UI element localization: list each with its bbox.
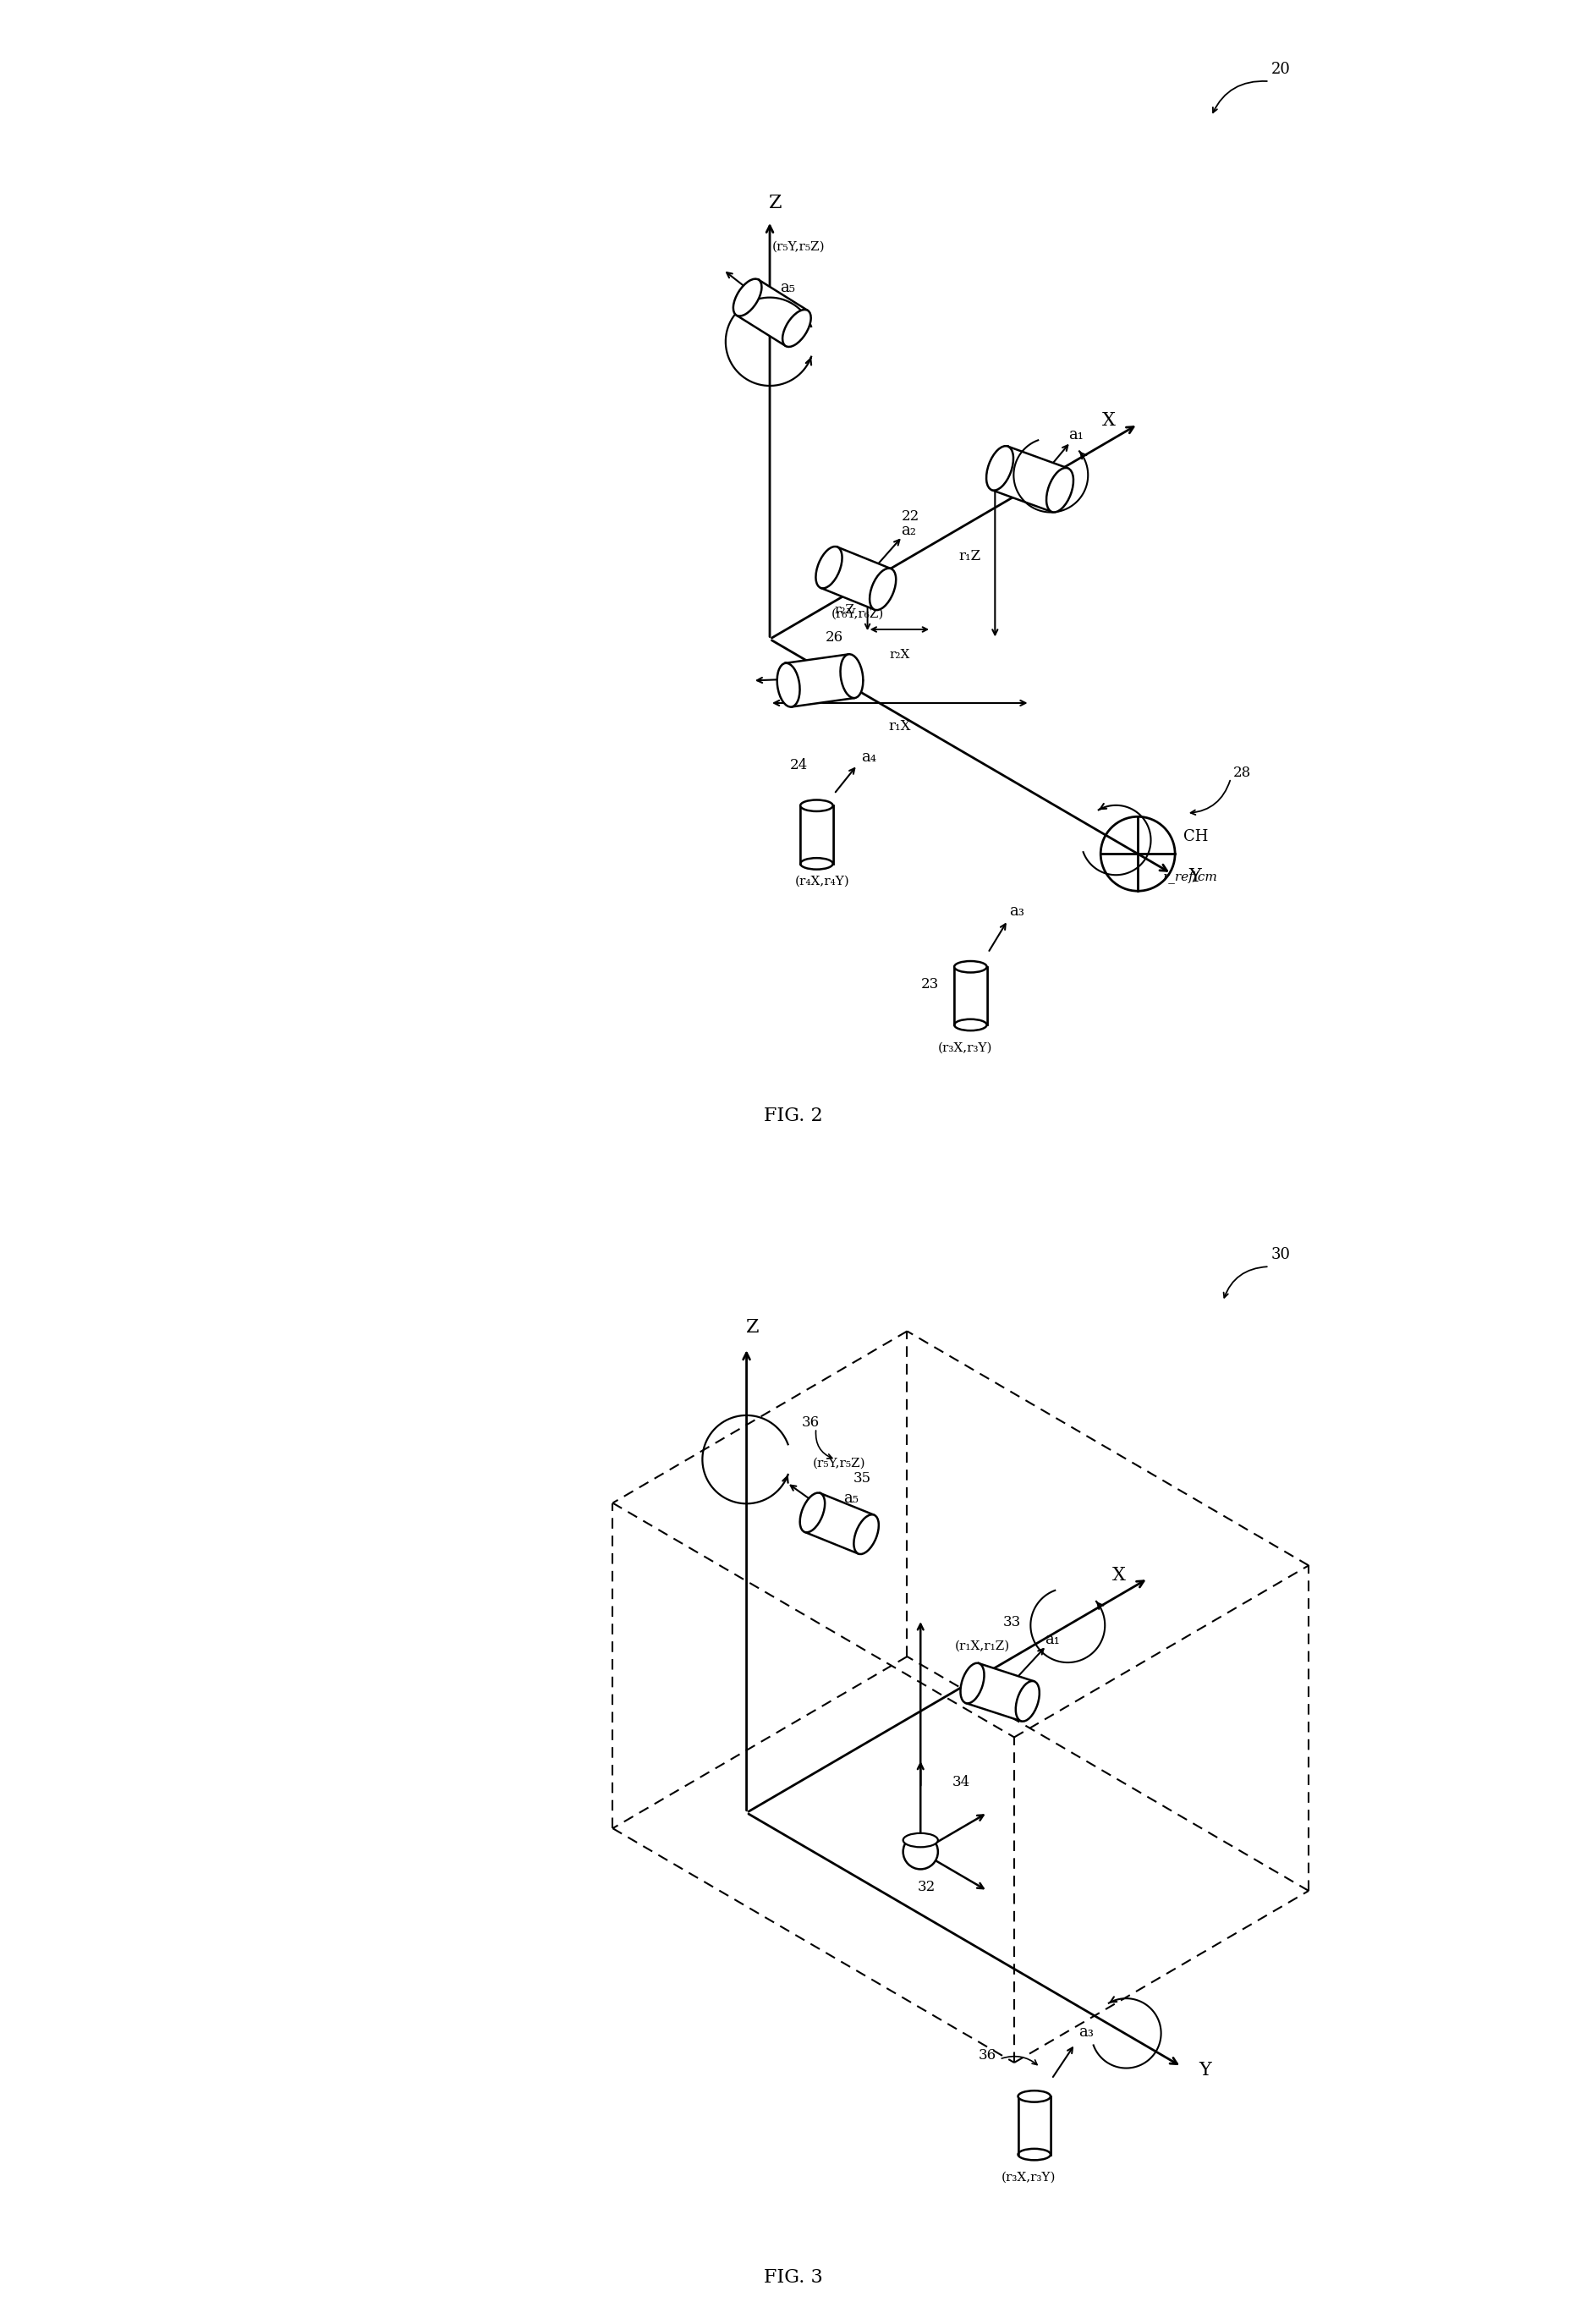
- Text: (r₅Y,r₅Z): (r₅Y,r₅Z): [814, 1457, 866, 1469]
- Text: r₁Z: r₁Z: [958, 548, 980, 562]
- Text: 23: 23: [921, 976, 939, 992]
- Text: X: X: [1102, 411, 1115, 430]
- Text: (r₁X,r₁Z): (r₁X,r₁Z): [955, 1641, 1010, 1652]
- Ellipse shape: [1047, 467, 1074, 511]
- Text: a₃: a₃: [1009, 904, 1025, 918]
- Text: (r₆Y,r₆Z): (r₆Y,r₆Z): [831, 609, 883, 621]
- Ellipse shape: [986, 446, 1013, 490]
- Ellipse shape: [1018, 2150, 1050, 2159]
- Polygon shape: [820, 546, 891, 609]
- Text: 26: 26: [825, 630, 844, 644]
- Text: a₅: a₅: [844, 1490, 858, 1506]
- Bar: [801, 806, 833, 865]
- Text: (r₅Y,r₅Z): (r₅Y,r₅Z): [772, 242, 825, 253]
- Ellipse shape: [799, 1492, 825, 1532]
- Text: (r₄X,r₄Y): (r₄X,r₄Y): [795, 876, 850, 888]
- Text: 20: 20: [1272, 63, 1291, 77]
- Ellipse shape: [841, 653, 863, 697]
- Text: a₂: a₂: [901, 523, 915, 539]
- Text: a₆: a₆: [850, 672, 864, 686]
- Text: CH: CH: [1183, 830, 1209, 844]
- Text: r₂Z: r₂Z: [834, 604, 855, 616]
- Ellipse shape: [801, 799, 833, 811]
- Text: Y: Y: [1199, 2061, 1212, 2080]
- Polygon shape: [785, 655, 855, 706]
- Ellipse shape: [1015, 1680, 1039, 1722]
- Text: X: X: [1112, 1566, 1126, 1585]
- Bar: [955, 967, 986, 1025]
- Text: Z: Z: [745, 1318, 758, 1336]
- Polygon shape: [991, 446, 1067, 511]
- Text: FIG. 3: FIG. 3: [763, 2268, 823, 2287]
- Text: a₁: a₁: [1069, 428, 1083, 442]
- Ellipse shape: [853, 1515, 879, 1555]
- Circle shape: [902, 1834, 937, 1868]
- Text: Z: Z: [769, 193, 782, 214]
- Ellipse shape: [815, 546, 842, 588]
- Polygon shape: [804, 1494, 874, 1555]
- Text: a₃: a₃: [1078, 2024, 1094, 2040]
- Ellipse shape: [733, 279, 761, 316]
- Text: r₁X: r₁X: [888, 718, 910, 734]
- Ellipse shape: [1018, 2092, 1050, 2101]
- Text: 21: 21: [1004, 456, 1021, 469]
- Text: r₂X: r₂X: [890, 648, 910, 660]
- Text: 34: 34: [952, 1776, 971, 1789]
- Text: 32: 32: [917, 1880, 936, 1894]
- Text: 30: 30: [1272, 1248, 1291, 1262]
- Text: 33: 33: [1002, 1615, 1020, 1629]
- Text: a₄: a₄: [861, 748, 877, 765]
- Text: (r₃X,r₃Y): (r₃X,r₃Y): [937, 1041, 991, 1055]
- Text: FIG. 2: FIG. 2: [763, 1106, 823, 1125]
- Ellipse shape: [955, 962, 986, 971]
- Text: (r₃X,r₃Y): (r₃X,r₃Y): [1001, 2171, 1056, 2185]
- Text: 36: 36: [801, 1415, 820, 1429]
- Text: a₅: a₅: [780, 279, 795, 295]
- Text: 35: 35: [853, 1471, 871, 1485]
- Text: r_ref/cm: r_ref/cm: [1163, 872, 1218, 883]
- Text: 24: 24: [790, 758, 809, 772]
- Text: 22: 22: [901, 509, 920, 523]
- Text: 36: 36: [979, 2047, 996, 2064]
- Text: Y: Y: [1188, 867, 1201, 885]
- Text: 25: 25: [790, 321, 807, 335]
- Polygon shape: [736, 279, 807, 346]
- Ellipse shape: [801, 858, 833, 869]
- Text: 28: 28: [1234, 765, 1251, 779]
- Bar: [1018, 2096, 1050, 2154]
- Ellipse shape: [961, 1664, 985, 1703]
- Text: a₁: a₁: [1045, 1631, 1059, 1648]
- Polygon shape: [966, 1664, 1034, 1722]
- Ellipse shape: [782, 309, 810, 346]
- Ellipse shape: [777, 662, 799, 706]
- Ellipse shape: [902, 1834, 937, 1848]
- Ellipse shape: [869, 569, 896, 611]
- Ellipse shape: [955, 1020, 986, 1030]
